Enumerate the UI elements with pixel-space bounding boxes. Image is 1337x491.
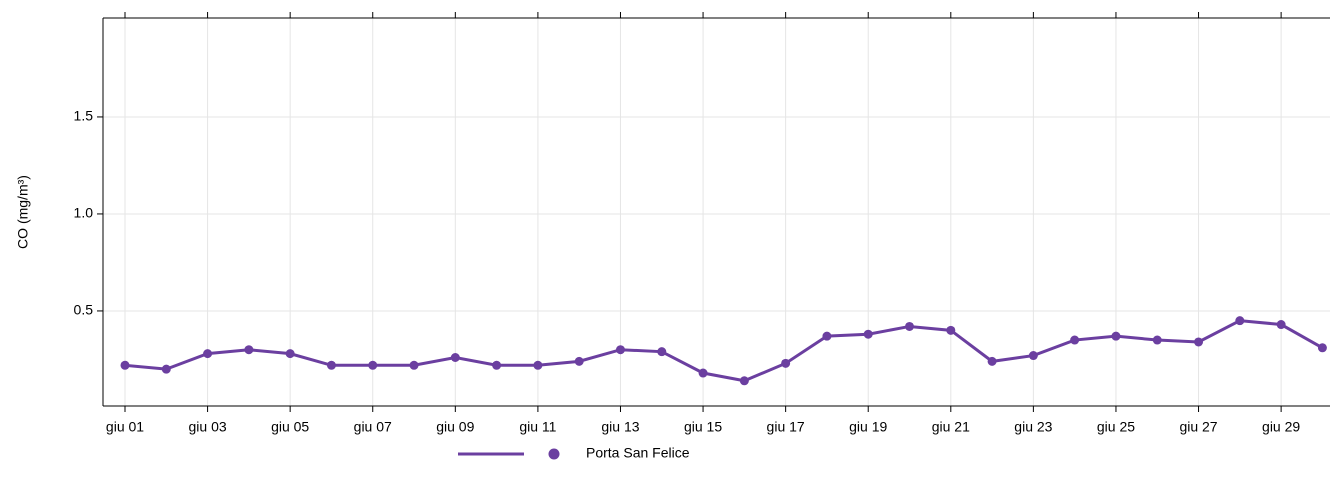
data-point <box>574 356 584 366</box>
x-tick-label: giu 21 <box>932 419 970 435</box>
x-tick-label: giu 23 <box>1014 419 1052 435</box>
x-tick-label: giu 15 <box>684 419 722 435</box>
x-tick-label: giu 25 <box>1097 419 1135 435</box>
data-point <box>1152 335 1162 345</box>
y-tick-label: 0.5 <box>74 302 94 318</box>
data-point <box>492 360 502 370</box>
x-tick-label: giu 01 <box>106 419 144 435</box>
x-tick-label: giu 03 <box>189 419 227 435</box>
data-point <box>1111 331 1121 341</box>
data-point <box>1317 343 1327 353</box>
x-tick-label: giu 17 <box>767 419 805 435</box>
data-point <box>781 358 791 368</box>
data-point <box>120 360 130 370</box>
x-tick-label: giu 27 <box>1179 419 1217 435</box>
y-tick-label: 1.0 <box>74 205 94 221</box>
data-point <box>822 331 832 341</box>
data-point <box>161 364 171 374</box>
legend-label: Porta San Felice <box>586 445 690 461</box>
x-tick-label: giu 05 <box>271 419 309 435</box>
data-point <box>905 321 915 331</box>
data-point <box>244 345 254 355</box>
x-tick-label: giu 09 <box>436 419 474 435</box>
data-point <box>533 360 543 370</box>
data-point <box>1276 320 1286 330</box>
data-point <box>615 345 625 355</box>
legend-marker <box>548 448 560 460</box>
data-point <box>657 347 667 357</box>
x-tick-label: giu 29 <box>1262 419 1300 435</box>
y-axis-label: CO (mg/m³) <box>15 175 31 249</box>
data-point <box>1028 351 1038 361</box>
y-tick-label: 1.5 <box>74 108 94 124</box>
series-line <box>124 319 1324 383</box>
data-point <box>203 349 213 359</box>
data-point <box>368 360 378 370</box>
data-point <box>409 360 419 370</box>
data-point <box>450 353 460 362</box>
x-tick-label: giu 13 <box>601 419 639 435</box>
x-tick-label: giu 19 <box>849 419 887 435</box>
data-point <box>1235 316 1245 326</box>
x-tick-label: giu 11 <box>519 419 556 435</box>
data-point <box>1070 335 1080 345</box>
data-point <box>739 376 749 386</box>
data-point <box>698 368 708 378</box>
data-point <box>1194 337 1204 347</box>
x-tick-label: giu 07 <box>354 419 392 435</box>
data-point <box>285 349 295 359</box>
data-point <box>326 360 336 370</box>
data-point <box>987 356 997 366</box>
data-point <box>863 329 873 339</box>
data-point <box>946 325 956 335</box>
